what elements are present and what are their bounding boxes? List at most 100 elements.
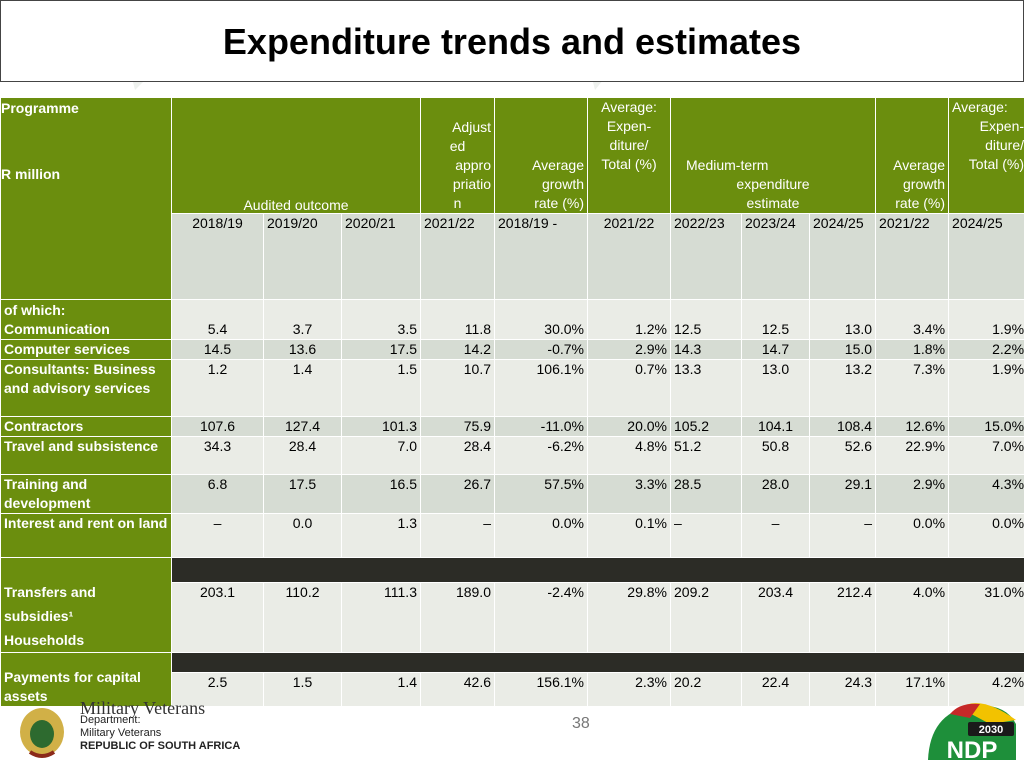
table-row: 2.5 1.5 1.4 42.6 156.1% 2.3% 20.2 22.4 2… <box>1 672 1024 707</box>
programme-header: Programme R million <box>0 97 172 300</box>
value-cell: 2.2% <box>948 339 1024 360</box>
value-cell: 50.8 <box>741 436 810 475</box>
adjusted-header: Adjust ed appro priatio n <box>420 97 495 214</box>
value-cell: 212.4 <box>808 582 877 653</box>
year-cell: 2020/21 <box>341 213 421 300</box>
coat-of-arms-icon <box>20 708 64 758</box>
row-label: Payments for capital assets <box>0 652 172 707</box>
programme-label: Programme <box>1 100 79 116</box>
value-cell: 127.4 <box>263 416 342 437</box>
value-cell: 22.9% <box>875 436 950 475</box>
value-cell: 1.5 <box>341 359 421 417</box>
value-cell: 10.7 <box>420 359 495 417</box>
value-cell: 111.3 <box>341 582 421 653</box>
page-number: 38 <box>572 715 590 732</box>
value-cell: 17.5 <box>263 474 342 514</box>
avg-growth2-l2: growth <box>903 176 946 192</box>
dept-line: REPUBLIC OF SOUTH AFRICA <box>80 740 241 752</box>
row-label: Transfers and subsidies¹ Households <box>0 557 172 653</box>
value-cell: 0.0 <box>263 513 342 558</box>
dept-line: Department: <box>80 714 141 726</box>
value-cell: – <box>741 513 810 558</box>
value-cell: 1.2% <box>587 299 671 340</box>
value-cell: 2.3% <box>587 672 671 707</box>
value-cell: 13.6 <box>263 339 342 360</box>
value-cell: 42.6 <box>420 672 495 707</box>
value-cell: 3.3% <box>587 474 671 514</box>
row-label-line: Transfers and subsidies¹ <box>4 584 96 624</box>
value-cell: 1.2 <box>171 359 264 417</box>
adjusted-l2: ed <box>449 138 466 154</box>
value-cell: 13.0 <box>741 359 810 417</box>
avg-exp2-header: Average: Expen- diture/ Total (%) <box>948 97 1024 214</box>
value-cell: 2.9% <box>875 474 950 514</box>
value-cell: 30.0% <box>494 299 588 340</box>
page-title: Expenditure trends and estimates <box>222 21 802 62</box>
unit-label: R million <box>1 166 61 182</box>
expenditure-table: Programme R million Audited outcome Adju… <box>0 97 1024 707</box>
year-cell: 2021/22 <box>875 213 950 300</box>
row-label-line: of which: <box>4 302 66 318</box>
department-text: Department: Military Veterans REPUBLIC O… <box>80 714 240 753</box>
value-cell: 17.1% <box>875 672 950 707</box>
adjusted-l3: appro <box>455 157 491 173</box>
ndp-text: NDP <box>947 737 998 764</box>
value-cell: 7.0% <box>948 436 1024 475</box>
value-cell: 0.7% <box>587 359 671 417</box>
value-cell: 0.0% <box>494 513 588 558</box>
avg-exp-l4: Total (%) <box>601 156 657 172</box>
year-cell: 2024/25 <box>808 213 877 300</box>
value-cell: 34.3 <box>171 436 264 475</box>
table-row: Training and development 6.8 17.5 16.5 2… <box>0 474 1024 514</box>
row-label-line: Households <box>4 632 85 648</box>
value-cell: 20.2 <box>670 672 742 707</box>
value-cell: 29.8% <box>587 582 671 653</box>
row-label: Travel and subsistence <box>0 436 172 475</box>
dark-separator <box>170 652 1024 673</box>
table-row: 203.1 110.2 111.3 189.0 -2.4% 29.8% 209.… <box>1 582 1024 653</box>
dept-line: Military Veterans <box>80 727 162 739</box>
value-cell: 1.9% <box>948 359 1024 417</box>
value-cell: 4.8% <box>587 436 671 475</box>
avg-exp2-l4: Total (%) <box>968 156 1024 172</box>
avg-exp-l1: Average: <box>601 99 657 115</box>
avg-growth-l3: rate (%) <box>534 195 584 211</box>
value-cell: 57.5% <box>494 474 588 514</box>
military-veterans-logo: Military Veterans <box>80 698 206 718</box>
value-cell: 1.3 <box>341 513 421 558</box>
value-cell: 13.2 <box>808 359 877 417</box>
table-row: Travel and subsistence 34.3 28.4 7.0 28.… <box>0 436 1024 475</box>
value-cell: 4.0% <box>875 582 950 653</box>
value-cell: -11.0% <box>494 416 588 437</box>
value-cell: 4.3% <box>948 474 1024 514</box>
row-label: Computer services <box>0 339 172 360</box>
value-cell: 106.1% <box>494 359 588 417</box>
avg-growth2-l3: rate (%) <box>895 195 946 211</box>
row-label: Interest and rent on land <box>0 513 172 558</box>
adjusted-l4: priatio <box>452 176 491 192</box>
value-cell: 5.4 <box>171 299 264 340</box>
value-cell: 2.9% <box>587 339 671 360</box>
value-cell: 14.3 <box>670 339 742 360</box>
ndp-logo-icon: 2030 NDP <box>928 703 1016 764</box>
value-cell: 7.0 <box>341 436 421 475</box>
row-label: of which: Communication <box>0 299 172 340</box>
table-row: of which: Communication 5.4 3.7 3.5 11.8… <box>0 299 1024 340</box>
avg-growth2-l1: Average <box>893 157 946 173</box>
value-cell: 1.4 <box>263 359 342 417</box>
mtef-l2: expenditure <box>736 176 810 192</box>
value-cell: 108.4 <box>808 416 877 437</box>
value-cell: 0.0% <box>875 513 950 558</box>
adjusted-l5: n <box>453 195 462 211</box>
value-cell: 3.4% <box>875 299 950 340</box>
separator-row: Transfers and subsidies¹ Households <box>0 556 1024 653</box>
value-cell: 7.3% <box>875 359 950 417</box>
table-row: Computer services 14.5 13.6 17.5 14.2 -0… <box>0 339 1024 360</box>
value-cell: 28.5 <box>670 474 742 514</box>
value-cell: 1.8% <box>875 339 950 360</box>
value-cell: 203.4 <box>741 582 810 653</box>
audited-header: Audited outcome <box>171 97 421 214</box>
value-cell: 52.6 <box>808 436 877 475</box>
separator-row: Payments for capital assets <box>0 652 1024 707</box>
mtef-l1: Medium-term <box>686 157 769 173</box>
